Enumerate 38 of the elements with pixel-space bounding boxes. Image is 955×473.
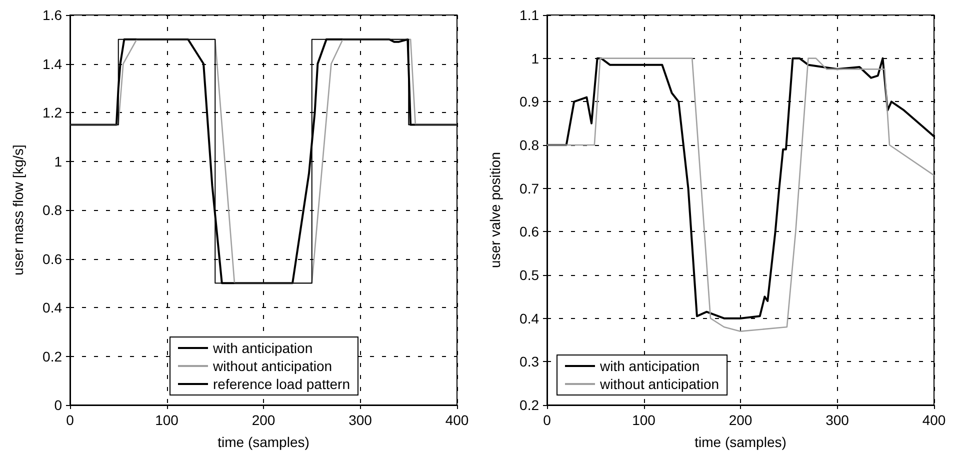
x-tick-label: 400 xyxy=(445,412,469,428)
x-axis-title: time (samples) xyxy=(694,434,786,450)
legend-label: reference load pattern xyxy=(213,376,350,392)
y-axis-title: user mass flow [kg/s] xyxy=(10,144,26,276)
legend-label: with anticipation xyxy=(212,340,313,356)
y-tick-label: 0.2 xyxy=(520,397,540,413)
x-axis-title: time (samples) xyxy=(218,434,310,450)
y-tick-label: 0.4 xyxy=(520,310,540,326)
y-tick-label: 1 xyxy=(531,50,540,66)
x-tick-label: 300 xyxy=(826,412,850,428)
y-tick-label: 0.9 xyxy=(520,94,540,110)
x-tick-label: 0 xyxy=(66,412,74,428)
x-tick-label: 0 xyxy=(543,412,552,428)
y-tick-label: 0.3 xyxy=(520,354,540,370)
x-tick-label: 400 xyxy=(922,412,946,428)
y-tick-label: 1 xyxy=(54,153,62,170)
x-tick-label: 100 xyxy=(155,412,179,428)
y-tick-label: 0.8 xyxy=(520,137,540,153)
y-tick-label: 0.7 xyxy=(520,180,540,196)
y-axis-title: user valve position xyxy=(487,152,503,268)
y-tick-label: 0.2 xyxy=(42,348,62,364)
y-tick-label: 1.4 xyxy=(42,56,62,72)
y-tick-label: 0.6 xyxy=(520,224,540,240)
x-tick-label: 100 xyxy=(632,412,656,428)
y-tick-label: 0.5 xyxy=(520,267,540,283)
y-tick-label: 1.1 xyxy=(520,7,540,23)
y-tick-label: 1.6 xyxy=(42,7,62,23)
y-tick-label: 0.8 xyxy=(42,202,62,218)
y-tick-label: 1.2 xyxy=(42,104,62,120)
x-tick-label: 200 xyxy=(728,412,752,428)
legend-label: without anticipation xyxy=(212,358,332,374)
y-tick-label: 0.6 xyxy=(42,250,62,267)
legend-label: with anticipation xyxy=(599,358,700,374)
legend-label: without anticipation xyxy=(599,376,720,392)
x-tick-label: 200 xyxy=(252,412,276,428)
x-tick-label: 300 xyxy=(348,412,372,428)
y-tick-label: 0.4 xyxy=(42,300,62,316)
y-tick-label: 0 xyxy=(54,397,62,413)
